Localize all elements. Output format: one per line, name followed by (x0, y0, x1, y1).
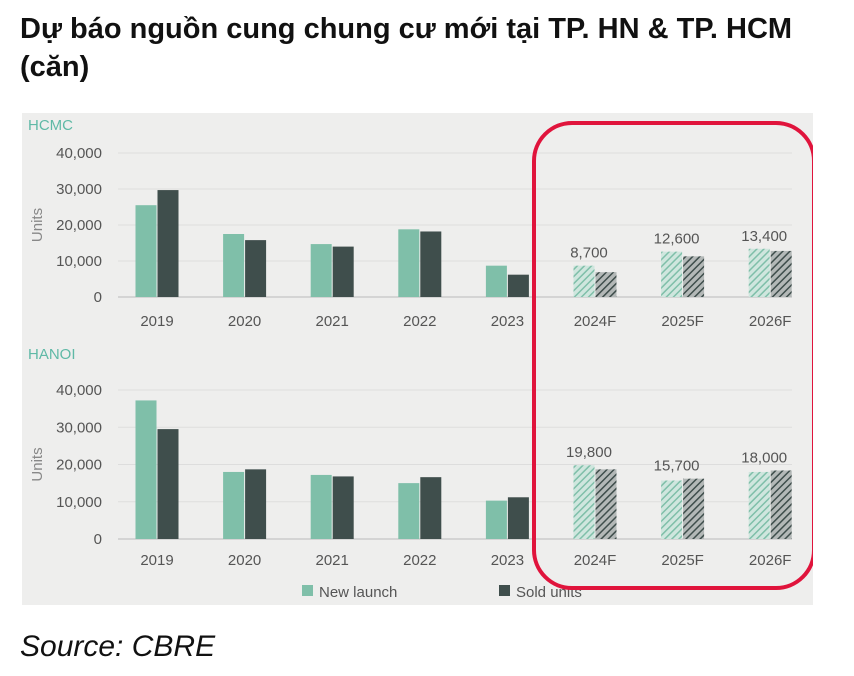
bar-new-launch-2022 (398, 229, 420, 297)
x-tick-label: 2026F (749, 313, 792, 330)
bar-sold-units-2019 (157, 190, 179, 297)
bar-new-launch-2024f (573, 265, 595, 297)
bar-sold-units-2022 (420, 231, 442, 297)
page-title: Dự báo nguồn cung chung cư mới tại TP. H… (20, 13, 793, 83)
y-tick-label: 20,000 (56, 217, 102, 234)
y-tick-label: 10,000 (56, 494, 102, 511)
y-tick-label: 30,000 (56, 419, 102, 436)
legend-label: New launch (319, 584, 397, 601)
data-label: 15,700 (654, 458, 700, 475)
x-tick-label: 2019 (140, 552, 173, 569)
bar-new-launch-2021 (310, 474, 332, 539)
x-tick-label: 2023 (491, 552, 524, 569)
bar-new-launch-2026f (748, 248, 770, 297)
bar-sold-units-2021 (332, 246, 354, 297)
bar-sold-units-2022 (420, 477, 442, 539)
legend: New launch Sold units (302, 584, 582, 601)
x-tick-label: 2025F (661, 552, 704, 569)
chart-svg: HCMC 40,000 30,000 20,000 10,000 0 Units 2019 20… (28, 117, 813, 601)
bar-sold-units-2020 (245, 469, 267, 539)
x-tick-label: 2023 (491, 313, 524, 330)
region-label: HANOI (28, 346, 76, 363)
bar-new-launch-2025f (661, 480, 683, 539)
bar-sold-units-2024f (595, 272, 617, 297)
data-label: 8,700 (570, 245, 608, 262)
y-tick-label: 40,000 (56, 145, 102, 162)
bar-new-launch-2025f (661, 251, 683, 297)
bar-new-launch-2024f (573, 465, 595, 539)
bar-sold-units-2026f (770, 470, 792, 539)
bar-new-launch-2022 (398, 483, 420, 539)
bar-sold-units-2026f (770, 250, 792, 297)
bar-new-launch-2021 (310, 244, 332, 297)
legend-swatch (302, 585, 313, 596)
bar-new-launch-2026f (748, 471, 770, 539)
data-label: 19,800 (566, 444, 612, 461)
x-tick-label: 2020 (228, 313, 261, 330)
bar-new-launch-2023 (485, 500, 507, 539)
bar-new-launch-2020 (223, 234, 245, 297)
bar-sold-units-2025f (683, 478, 705, 539)
y-tick-label: 40,000 (56, 382, 102, 399)
chart-panel: HCMC 40,000 30,000 20,000 10,000 0 Units 2019 20… (22, 113, 813, 605)
bar-new-launch-2023 (485, 265, 507, 297)
y-axis-title: Units (29, 208, 46, 242)
panel-hanoi: HANOI 40,000 30,000 20,000 10,000 0 Units 2019 2… (28, 346, 792, 569)
bar-sold-units-2025f (683, 256, 705, 297)
x-tick-label: 2025F (661, 313, 704, 330)
x-tick-label: 2021 (316, 552, 349, 569)
data-label: 13,400 (741, 228, 787, 245)
x-tick-label: 2019 (140, 313, 173, 330)
x-tick-label: 2026F (749, 552, 792, 569)
legend-swatch (499, 585, 510, 596)
bar-new-launch-2020 (223, 471, 245, 539)
panel-hcmc: HCMC 40,000 30,000 20,000 10,000 0 Units 2019 20… (28, 117, 792, 330)
y-tick-label: 20,000 (56, 457, 102, 474)
data-label: 18,000 (741, 449, 787, 466)
bar-new-launch-2019 (135, 400, 157, 539)
bar-sold-units-2020 (245, 240, 267, 297)
data-label: 12,600 (654, 231, 700, 248)
y-tick-label: 10,000 (56, 253, 102, 270)
panels-layer: HCMC 40,000 30,000 20,000 10,000 0 Units 2019 20… (28, 117, 792, 569)
y-tick-label: 0 (94, 289, 102, 306)
bar-sold-units-2019 (157, 429, 179, 539)
x-tick-label: 2024F (574, 313, 617, 330)
y-axis-title: Units (29, 447, 46, 481)
bar-sold-units-2023 (507, 274, 529, 297)
forecast-highlight-box (532, 121, 813, 590)
y-tick-label: 0 (94, 531, 102, 548)
bar-sold-units-2023 (507, 497, 529, 539)
source-note: Source: CBRE (20, 630, 216, 663)
x-tick-label: 2022 (403, 313, 436, 330)
bar-new-launch-2019 (135, 205, 157, 297)
x-tick-label: 2022 (403, 552, 436, 569)
x-tick-label: 2024F (574, 552, 617, 569)
region-label: HCMC (28, 117, 73, 134)
bar-sold-units-2021 (332, 476, 354, 539)
x-tick-label: 2021 (316, 313, 349, 330)
y-tick-label: 30,000 (56, 181, 102, 198)
x-tick-label: 2020 (228, 552, 261, 569)
bar-sold-units-2024f (595, 469, 617, 539)
